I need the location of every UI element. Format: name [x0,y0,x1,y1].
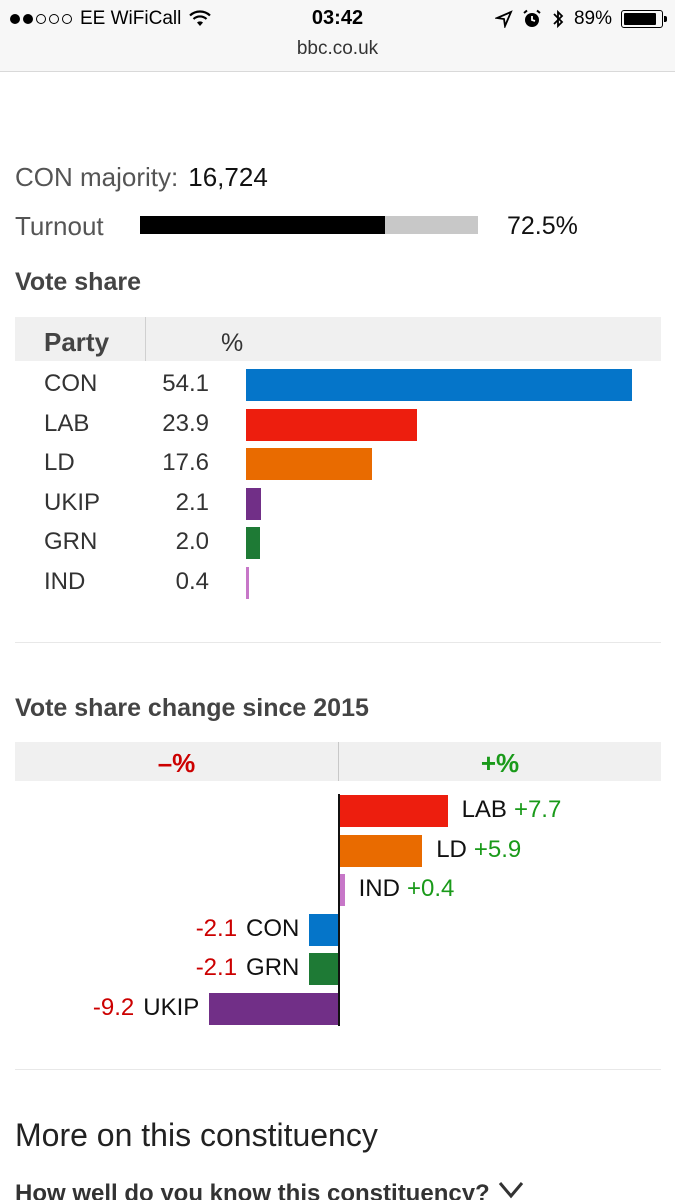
constituency-quiz-toggle[interactable]: How well do you know this constituency? [15,1180,524,1200]
percent-column-header: % [221,329,244,357]
change-bar [209,992,339,1025]
alarm-icon [523,9,541,27]
change-label: -9.2 UKIP [93,994,199,1022]
vote-share-change-heading: Vote share change since 2015 [15,694,369,722]
vote-share-value: 2.0 [175,528,209,555]
turnout-value: 72.5% [507,212,578,240]
location-arrow-icon [494,10,513,28]
url-text: bbc.co.uk [296,38,379,59]
vote-share-bar [246,487,261,520]
signal-icon [10,14,72,24]
change-value: -2.1 [195,914,238,942]
vote-share-value: 0.4 [175,567,209,595]
vote-share-table-header: Party % [15,317,661,361]
vote-share-value: 17.6 [162,449,209,476]
change-label: -2.1 CON [196,915,300,943]
status-time: 03:42 [311,7,364,29]
change-party-name: UKIP [143,993,200,1021]
turnout-label: Turnout [15,211,104,241]
majority-row: CON majority: 16,724 [15,162,268,193]
minus-column-header: –% [157,748,196,778]
change-zero-axis [338,794,340,1026]
vote-share-row: LD 17.6 [15,448,661,488]
status-bar: EE WiFiCall 03:42 89% [0,0,675,38]
vote-share-row: GRN 2.0 [15,527,661,567]
change-bar [339,874,345,906]
change-value: -2.1 [195,954,238,981]
status-left: EE WiFiCall [10,8,212,30]
party-name: LD [44,449,75,476]
change-bar [339,834,423,867]
section-divider [15,642,661,643]
change-bar [309,913,339,946]
vote-share-value: 23.9 [162,409,209,437]
quiz-label: How well do you know this constituency? [15,1180,490,1200]
party-column-header: Party [44,327,110,357]
plus-column-header: +% [480,748,520,778]
party-name: GRN [44,528,98,555]
vote-share-bar [246,369,632,401]
party-name: IND [44,567,86,595]
vote-share-bar [246,527,261,559]
change-value: +5.9 [473,835,522,863]
vote-share-row: CON 54.1 [15,369,661,409]
turnout-bar [140,216,478,234]
party-name: CON [44,370,98,397]
vote-share-value: 2.1 [175,488,209,516]
change-party-name: LD [436,835,467,863]
section-divider [15,1069,661,1070]
change-bar [309,953,339,985]
change-party-name: GRN [246,954,300,981]
party-name: UKIP [44,488,101,516]
change-party-name: IND [358,875,400,902]
change-party-name: CON [246,914,300,942]
change-label: LD +5.9 [436,836,521,864]
change-value: -9.2 [92,993,135,1021]
status-right: 89% [494,8,667,30]
turnout-bar-fill [140,216,386,234]
vote-share-row: LAB 23.9 [15,408,661,449]
chevron-down-icon [498,1182,523,1199]
vote-share-bar [246,408,417,441]
change-bar [339,795,448,827]
vote-share-bar [246,566,249,599]
more-heading: More on this constituency [15,1117,378,1153]
vote-share-bar [246,448,372,480]
change-label: LAB +7.7 [462,796,562,824]
battery-icon [621,10,667,28]
wifi-icon [189,10,212,26]
change-party-name: LAB [461,796,507,823]
vote-share-row: IND 0.4 [15,566,661,607]
party-name: LAB [44,409,90,437]
change-label: IND +0.4 [359,875,455,903]
change-value: +7.7 [513,796,562,823]
vote-share-heading: Vote share [15,268,141,296]
vote-share-value: 54.1 [162,370,209,397]
bluetooth-icon [553,9,564,29]
change-label: -2.1 GRN [196,954,300,982]
battery-percent: 89% [573,8,612,29]
majority-label: CON majority: [15,162,179,192]
vote-share-row: UKIP 2.1 [15,487,661,528]
change-value: +0.4 [406,875,455,902]
url-bar[interactable]: bbc.co.uk [0,38,675,72]
change-table-header: –% +% [15,742,661,781]
majority-value: 16,724 [188,162,268,192]
carrier-name: EE WiFiCall [80,8,182,29]
